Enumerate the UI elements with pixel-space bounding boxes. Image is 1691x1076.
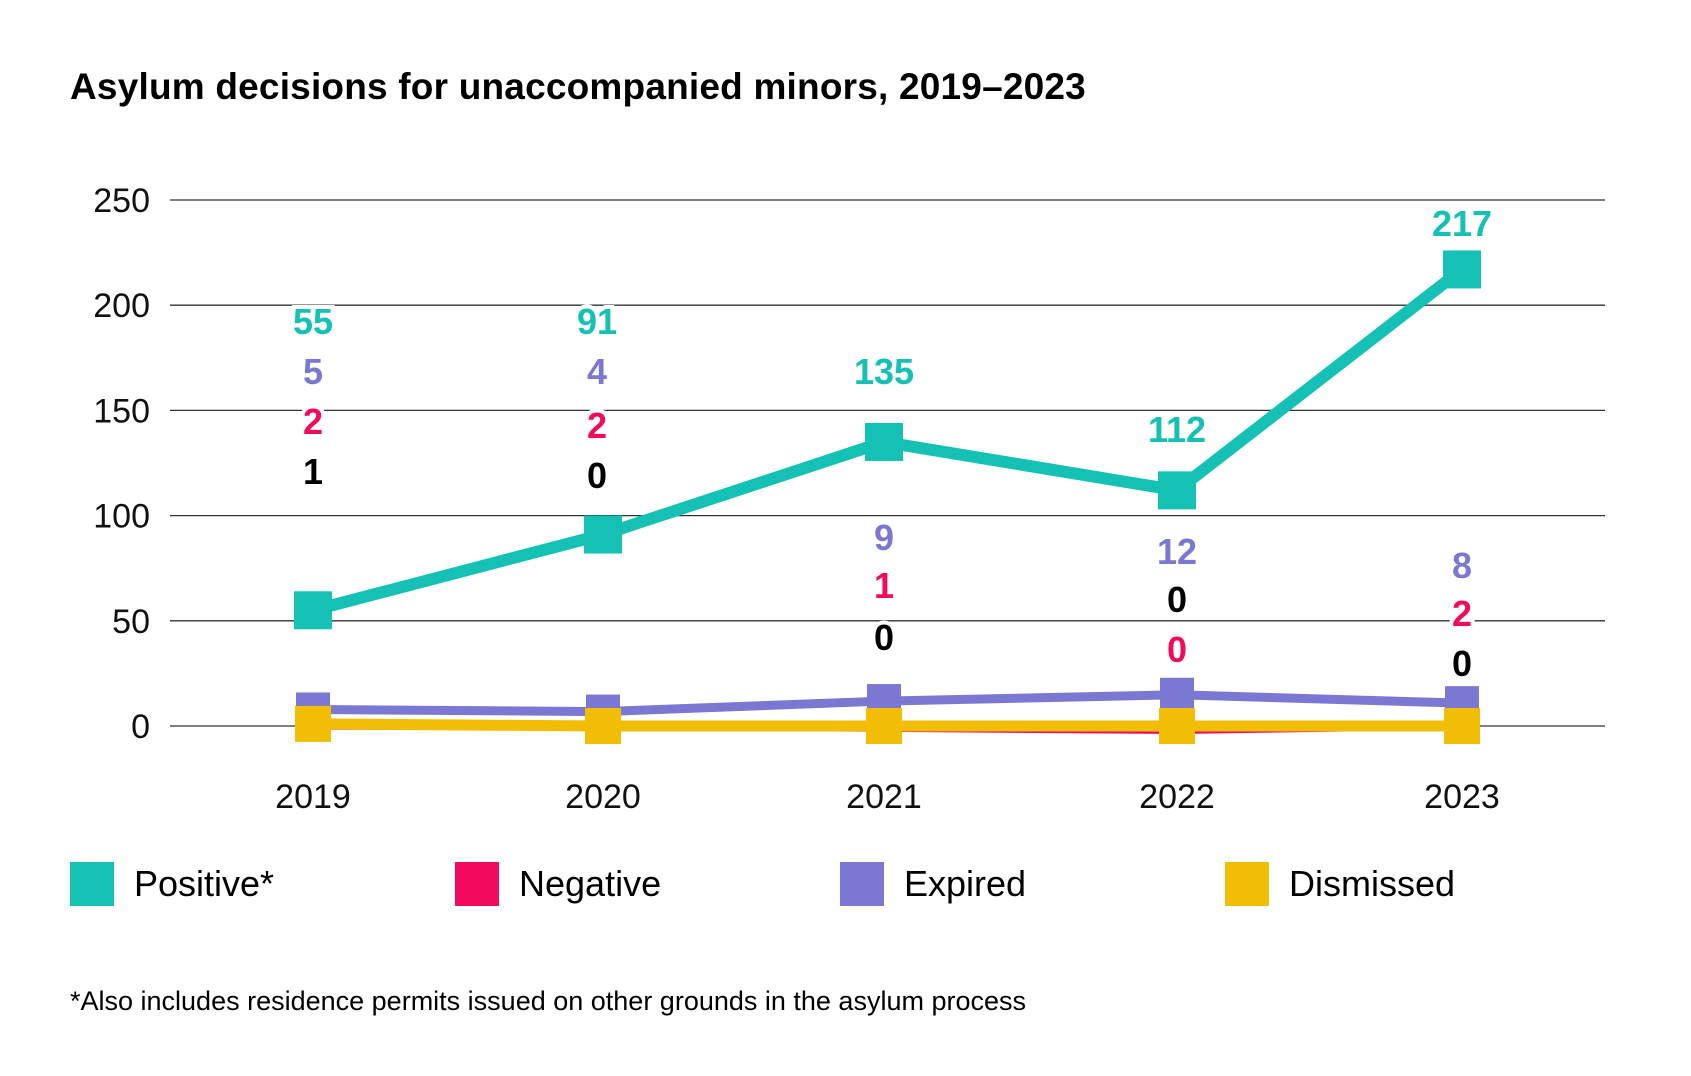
marker-dismissed-2023 <box>1444 708 1480 744</box>
marker-positive-2020 <box>584 515 622 554</box>
y-tick-label-0: 0 <box>131 708 150 746</box>
marker-dismissed-2021 <box>866 708 902 744</box>
x-tick-label-2019: 2019 <box>275 778 351 816</box>
marker-positive-2019 <box>294 591 332 630</box>
legend-swatch-dismissed <box>1225 862 1269 906</box>
y-tick-label-250: 250 <box>93 182 150 220</box>
marker-dismissed-2022 <box>1159 708 1195 744</box>
y-axis: 0 50 100 150 200 250 <box>93 182 150 746</box>
y-tick-label-200: 200 <box>93 287 150 325</box>
x-tick-label-2022: 2022 <box>1139 778 1215 816</box>
chart-title: Asylum decisions for unaccompanied minor… <box>70 66 1086 107</box>
marker-dismissed-2020 <box>585 708 621 744</box>
footnote: *Also includes residence permits issued … <box>70 986 1026 1016</box>
marker-positive-2022 <box>1158 471 1196 510</box>
data-label-black-2019: 1 <box>303 451 323 492</box>
data-label-black-2021: 0 <box>874 617 894 658</box>
data-label-expired-2021: 9 <box>874 517 894 558</box>
legend: Positive* Negative Expired Dismissed <box>0 862 1691 912</box>
x-tick-label-2020: 2020 <box>565 778 641 816</box>
marker-positive-2023 <box>1443 250 1481 289</box>
data-label-negative-2019: 2 <box>303 401 323 442</box>
marker-expired-2022 <box>1160 677 1194 712</box>
legend-swatch-expired <box>840 862 884 906</box>
data-label-black-2022: 0 <box>1167 579 1187 620</box>
legend-swatch-positive <box>70 862 114 906</box>
marker-dismissed-2019 <box>295 705 331 742</box>
legend-label-dismissed: Dismissed <box>1289 863 1456 904</box>
data-label-negative-2022: 0 <box>1167 629 1187 670</box>
data-label-expired-2023: 8 <box>1452 545 1472 586</box>
data-label-positive-2021: 135 <box>854 351 914 392</box>
legend-swatch-negative <box>455 862 499 906</box>
legend-item-dismissed: Dismissed <box>1225 862 1455 906</box>
data-label-black-2023: 0 <box>1452 643 1472 684</box>
legend-item-negative: Negative <box>455 862 661 906</box>
y-tick-label-100: 100 <box>93 498 150 536</box>
x-tick-label-2021: 2021 <box>846 778 922 816</box>
legend-label-positive: Positive* <box>134 863 275 904</box>
y-tick-label-150: 150 <box>93 392 150 430</box>
series-lines <box>311 264 1466 735</box>
data-label-black-2020: 0 <box>587 455 607 496</box>
series-markers <box>294 250 1481 744</box>
marker-positive-2021 <box>865 422 903 461</box>
data-label-negative-2023: 2 <box>1452 593 1472 634</box>
data-label-expired-2022: 12 <box>1157 531 1197 572</box>
y-tick-label-50: 50 <box>112 603 150 641</box>
x-axis: 2019 2020 2021 2022 2023 <box>275 778 1500 816</box>
data-label-expired-2019: 5 <box>303 351 323 392</box>
data-label-positive-2022: 112 <box>1148 409 1206 450</box>
data-label-expired-2020: 4 <box>587 351 607 392</box>
data-label-negative-2021: 1 <box>874 565 894 606</box>
data-label-positive-2023: 217 <box>1432 203 1492 244</box>
data-label-negative-2020: 2 <box>587 405 607 446</box>
x-tick-label-2023: 2023 <box>1424 778 1500 816</box>
legend-label-negative: Negative <box>519 863 662 904</box>
data-label-positive-2019: 55 <box>293 301 333 342</box>
data-label-positive-2020: 91 <box>577 301 617 342</box>
legend-item-expired: Expired <box>840 862 1026 906</box>
legend-item-positive: Positive* <box>70 862 274 906</box>
legend-label-expired: Expired <box>904 863 1027 904</box>
